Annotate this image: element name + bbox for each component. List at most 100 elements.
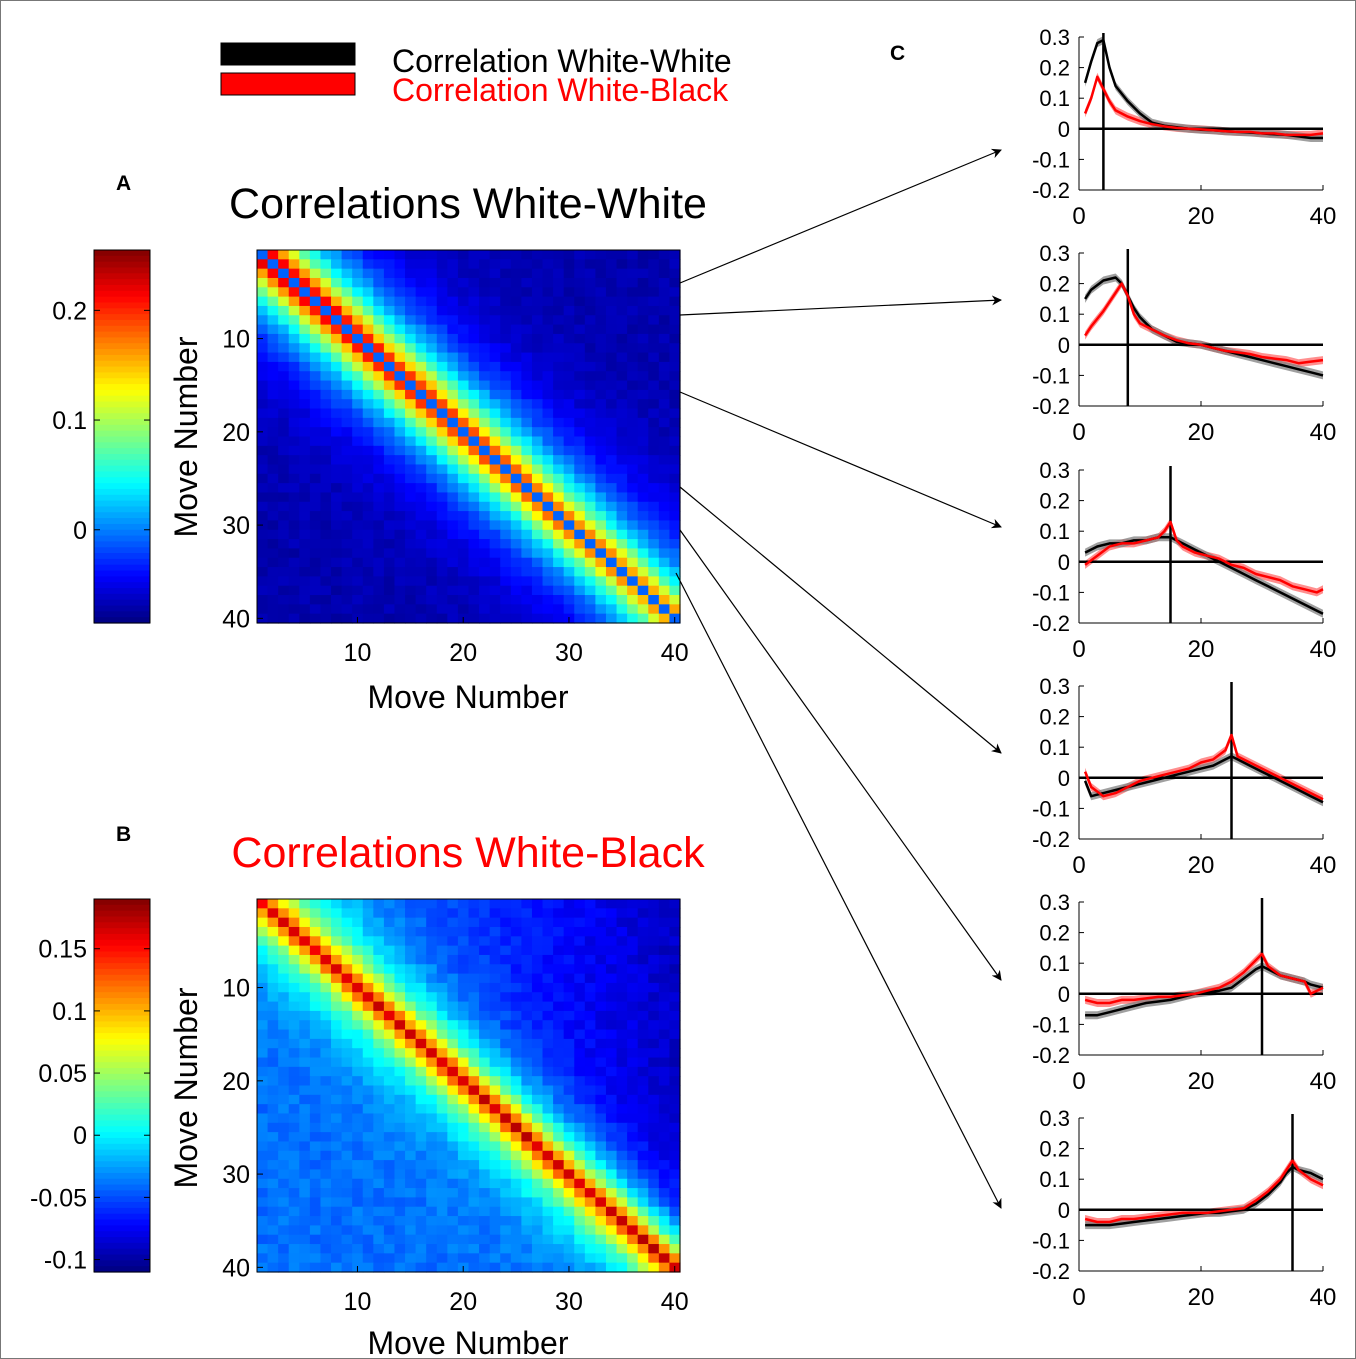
heatmap-cell — [468, 427, 480, 438]
heatmap-cell — [373, 380, 385, 391]
heatmap-cell — [510, 926, 522, 937]
heatmap-cell — [489, 473, 501, 484]
heatmap-cell — [468, 1104, 480, 1115]
heatmap-cell — [500, 548, 512, 559]
heatmap-cell — [500, 250, 512, 260]
heatmap-cell — [479, 445, 491, 456]
heatmap-cell — [658, 1178, 671, 1189]
heatmap-cell — [299, 1066, 311, 1077]
heatmap-cell — [489, 1188, 501, 1198]
heatmap-cell — [531, 1085, 544, 1096]
heatmap-cell — [415, 315, 427, 326]
heatmap-cell — [648, 352, 660, 363]
heatmap-cell — [341, 343, 353, 354]
heatmap-cell — [426, 1076, 438, 1087]
heatmap-cell — [447, 1234, 459, 1245]
heatmap-cell — [341, 945, 353, 956]
heatmap-cell — [584, 1001, 596, 1012]
heatmap-cell — [267, 1160, 279, 1171]
heatmap-cell — [309, 954, 322, 965]
heatmap-cell — [320, 455, 332, 466]
heatmap-cell — [584, 399, 596, 410]
heatmap-cell — [447, 473, 459, 484]
heatmap-cell — [658, 501, 671, 512]
heatmap-cell — [521, 1085, 533, 1096]
heatmap-cell — [352, 259, 364, 270]
heatmap-cell — [616, 1178, 628, 1189]
heatmap-cell — [341, 1057, 353, 1068]
heatmap-cell — [341, 595, 353, 605]
heatmap-cell — [489, 1225, 501, 1236]
heatmap-cell — [331, 417, 343, 428]
heatmap-cell — [510, 1038, 522, 1049]
heatmap-cell — [299, 936, 311, 947]
heatmap-cell — [605, 380, 618, 391]
x-tick-label: 0 — [1072, 203, 1085, 230]
heatmap-cell — [415, 1262, 427, 1273]
colorbar-tick-label: -0.1 — [44, 1247, 87, 1275]
heatmap-cell — [510, 982, 522, 993]
heatmap-cell — [605, 250, 618, 260]
heatmap-cell — [479, 408, 491, 419]
heatmap-cell — [637, 511, 649, 522]
heatmap-cell — [352, 926, 364, 937]
heatmap-cell — [426, 464, 438, 475]
heatmap-cell — [563, 1141, 575, 1152]
heatmap-cell — [415, 1216, 427, 1226]
heatmap-cell — [531, 287, 544, 298]
heatmap-cell — [669, 501, 681, 512]
heatmap-cell — [479, 324, 491, 335]
heatmap-cell — [595, 908, 607, 919]
heatmap-cell — [362, 520, 374, 531]
heatmap-cell — [341, 1197, 353, 1208]
heatmap-cell — [267, 315, 279, 326]
heatmap-cell — [605, 982, 618, 993]
heatmap-cell — [595, 492, 607, 503]
heatmap-cell — [553, 1225, 565, 1236]
heatmap-cell — [373, 1048, 385, 1059]
heatmap-cell — [447, 399, 459, 410]
heatmap-cell — [563, 427, 575, 438]
heatmap-cell — [510, 899, 522, 909]
heatmap-cell — [627, 908, 639, 919]
heatmap-cell — [479, 954, 491, 965]
heatmap-cell — [468, 455, 480, 466]
heatmap-cell — [426, 1169, 438, 1180]
heatmap-cell — [648, 576, 660, 587]
heatmap-cell — [309, 1132, 322, 1143]
heatmap-cell — [531, 492, 544, 503]
heatmap-cell — [605, 296, 618, 307]
heatmap-cell — [479, 352, 491, 363]
heatmap-cell — [257, 1216, 269, 1226]
legend-swatch-white-white — [220, 42, 356, 66]
heatmap-cell — [257, 277, 269, 288]
heatmap-cell — [309, 333, 322, 344]
heatmap-cell — [331, 445, 343, 456]
heatmap-cell — [362, 567, 374, 577]
heatmap-cell — [331, 380, 343, 391]
heatmap-cell — [267, 361, 279, 372]
heatmap-cell — [479, 315, 491, 326]
heatmap-cell — [320, 1225, 332, 1236]
heatmap-cell — [542, 464, 554, 475]
heatmap-cell — [341, 259, 353, 270]
heatmap-cell — [553, 1066, 565, 1077]
colorbar-step — [94, 395, 150, 403]
heatmap-cell — [605, 964, 618, 975]
heatmap-cell — [362, 343, 374, 354]
heatmap-cell — [563, 352, 575, 363]
heatmap-cell — [553, 1141, 565, 1152]
colorbar-step — [94, 453, 150, 461]
heatmap-cell — [531, 1206, 544, 1217]
heatmap-cell — [542, 1169, 554, 1180]
heatmap-cell — [637, 1038, 649, 1049]
heatmap-cell — [373, 899, 385, 909]
heatmap-cell — [669, 1216, 681, 1226]
heatmap-cell — [267, 305, 279, 316]
colorbar-step — [94, 1068, 150, 1075]
heatmap-cell — [479, 1150, 491, 1161]
heatmap-cell — [383, 361, 396, 372]
heatmap-cell — [616, 908, 628, 919]
heatmap-cell — [352, 352, 364, 363]
